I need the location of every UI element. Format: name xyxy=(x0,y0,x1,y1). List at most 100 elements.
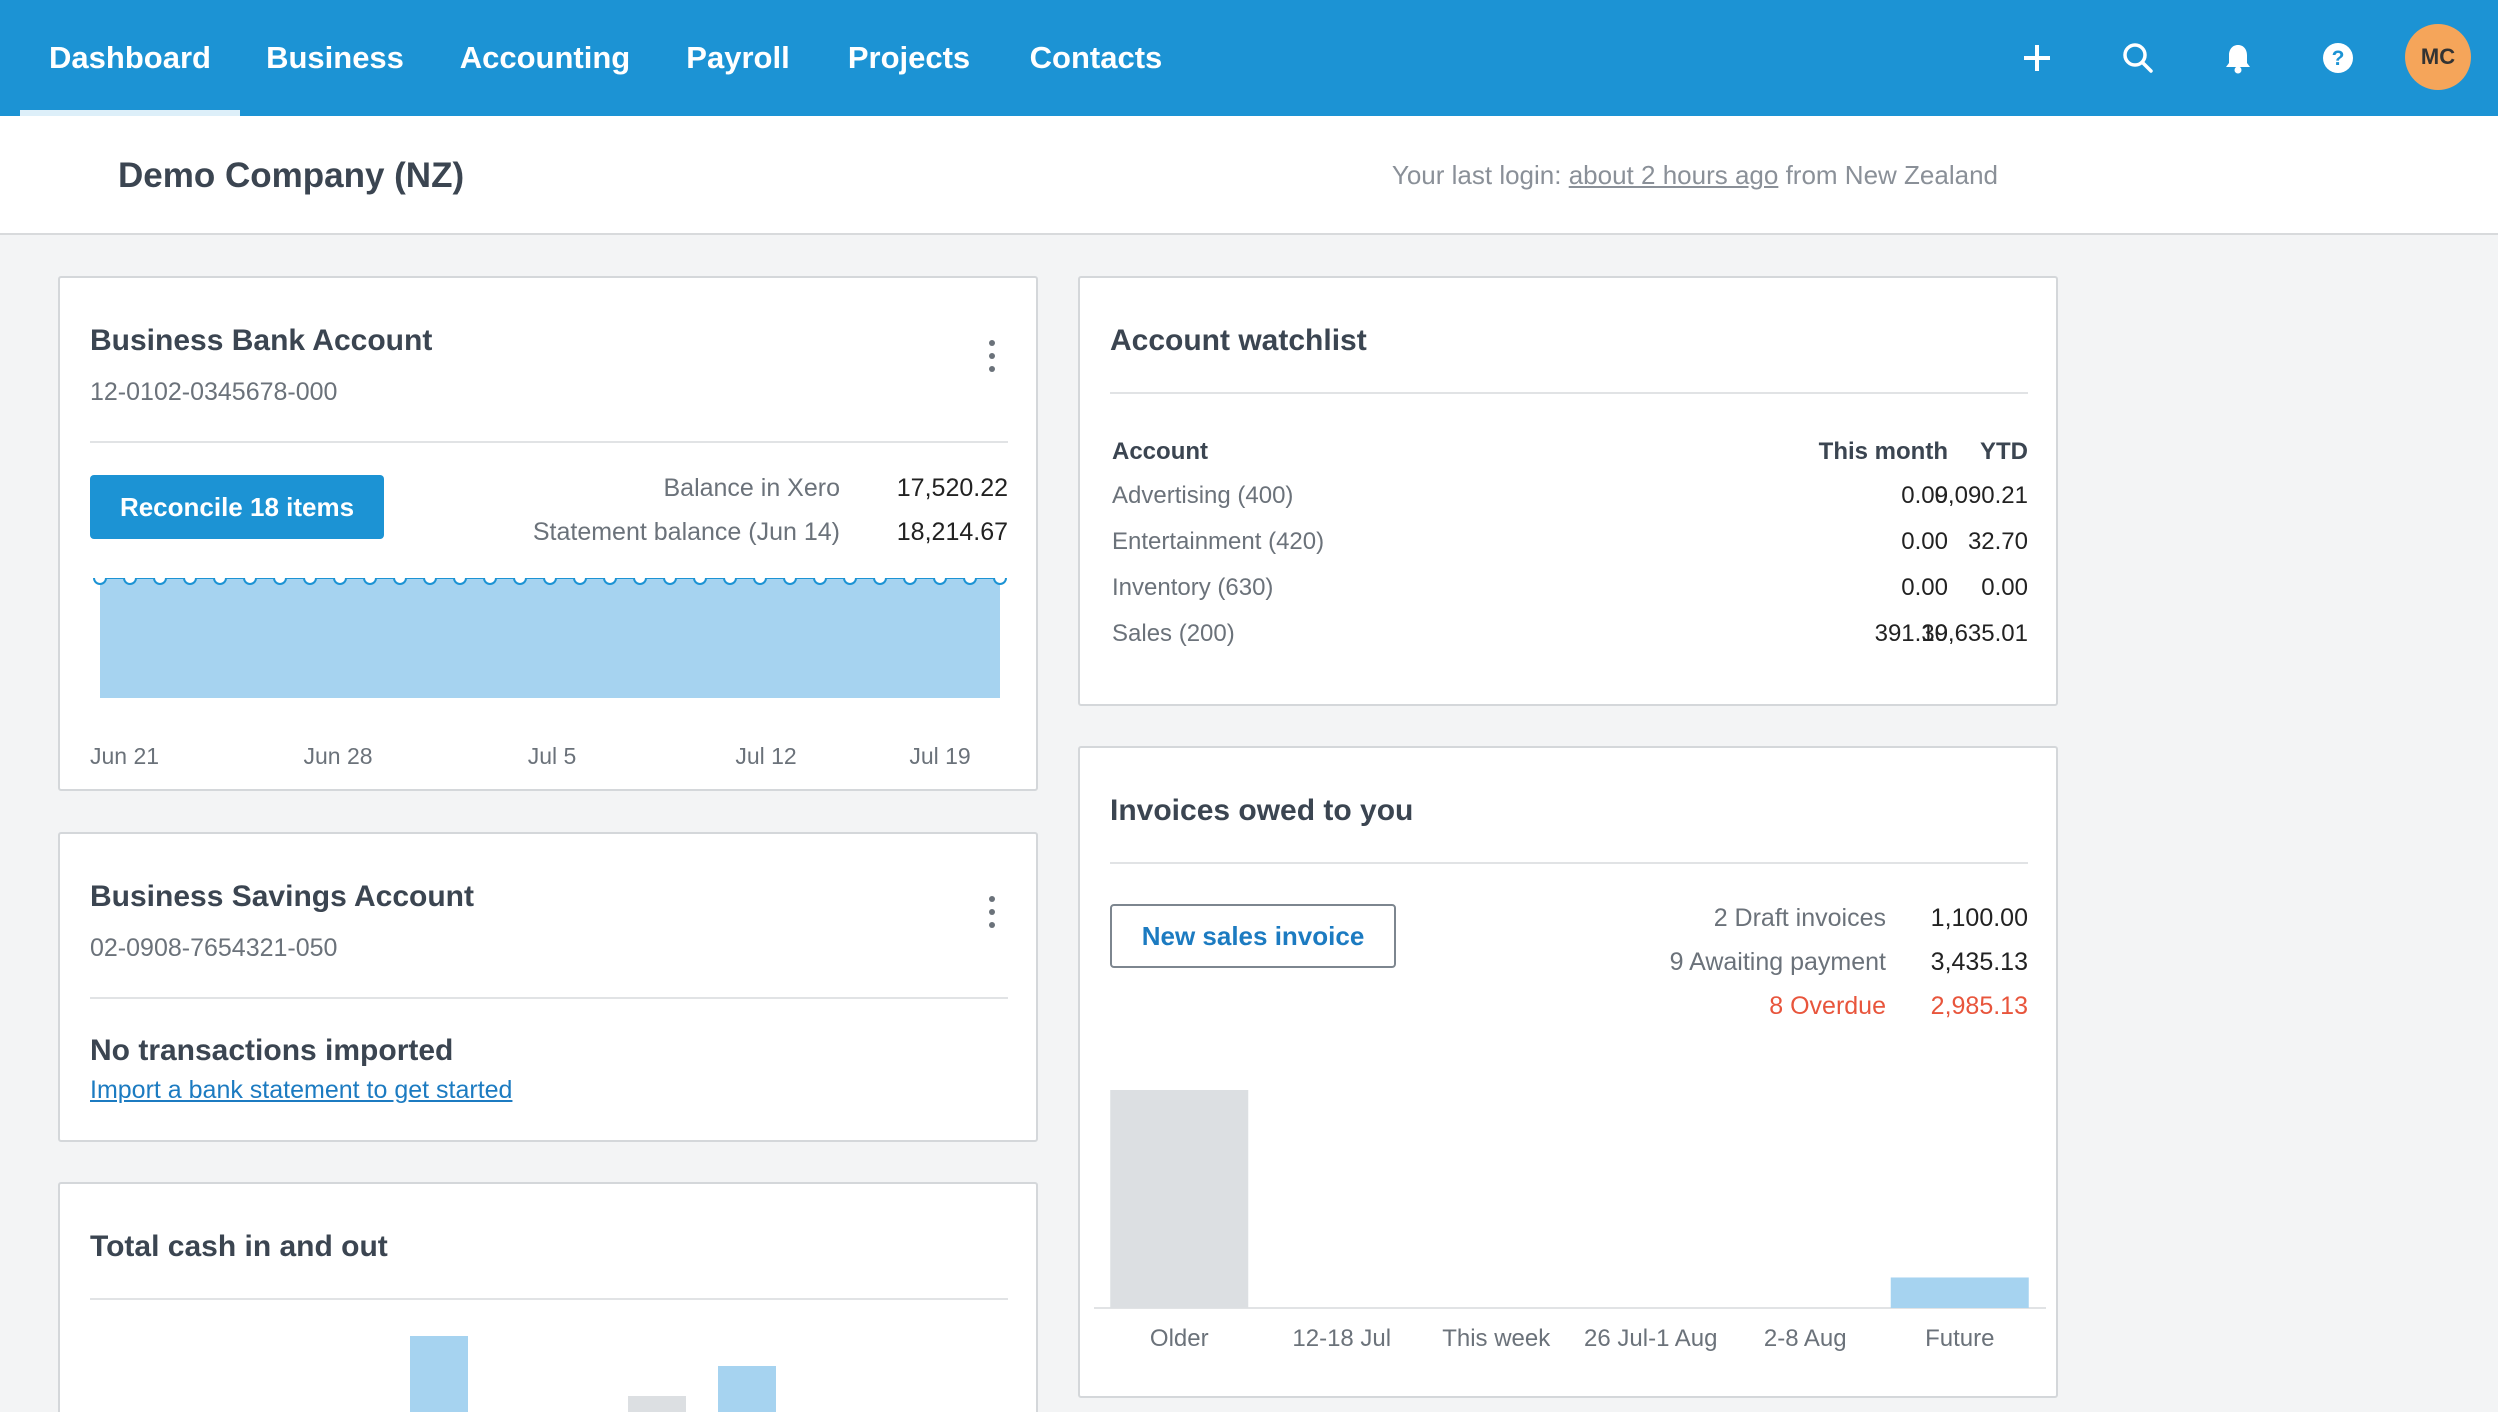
import-statement-link[interactable]: Import a bank statement to get started xyxy=(90,1076,513,1104)
balance-point xyxy=(303,578,317,585)
tab-payroll[interactable]: Payroll xyxy=(686,40,790,75)
total-cash-card: Total cash in and out xyxy=(58,1182,1038,1412)
category-label: 12-18 Jul xyxy=(1292,1325,1391,1352)
more-options-icon[interactable] xyxy=(982,340,1002,380)
balance-point xyxy=(243,578,257,585)
balance-point xyxy=(963,578,977,585)
top-navigation-bar: Dashboard Business Accounting Payroll Pr… xyxy=(0,0,2498,116)
more-options-icon[interactable] xyxy=(982,896,1002,936)
plus-icon[interactable] xyxy=(2012,33,2062,83)
balance-point xyxy=(93,578,107,585)
bank-account-title[interactable]: Business Bank Account xyxy=(90,324,433,357)
reconcile-button[interactable]: Reconcile 18 items xyxy=(90,475,384,539)
balance-point xyxy=(453,578,467,585)
divider xyxy=(90,441,1008,443)
awaiting-payment-link[interactable]: 9 Awaiting payment xyxy=(1669,948,1886,976)
draft-invoices-link[interactable]: 2 Draft invoices xyxy=(1713,904,1886,932)
tab-business[interactable]: Business xyxy=(266,40,404,75)
balance-point xyxy=(723,578,737,585)
savings-account-title[interactable]: Business Savings Account xyxy=(90,880,474,913)
watchlist-this-month: 0.00 xyxy=(1901,482,1948,509)
bell-icon[interactable] xyxy=(2213,33,2263,83)
tab-contacts[interactable]: Contacts xyxy=(1029,40,1163,75)
statement-balance-value: 18,214.67 xyxy=(896,518,1008,546)
divider xyxy=(1110,862,2028,864)
balance-point xyxy=(153,578,167,585)
category-label: Older xyxy=(1150,1325,1209,1352)
balance-point xyxy=(513,578,527,585)
user-avatar[interactable]: MC xyxy=(2405,24,2471,90)
balance-point xyxy=(993,578,1007,585)
x-tick-label: Jul 12 xyxy=(735,743,796,769)
balance-point xyxy=(483,578,497,585)
watchlist-account-link[interactable]: Entertainment (420) xyxy=(1112,528,1325,555)
balance-point xyxy=(363,578,377,585)
watchlist-ytd: 32.70 xyxy=(1967,528,2028,555)
x-tick-label: Jul 5 xyxy=(528,743,577,769)
balance-point xyxy=(663,578,677,585)
category-label: Future xyxy=(1925,1325,1994,1352)
watchlist-ytd: 0.00 xyxy=(1981,574,2028,601)
overdue-value: 2,985.13 xyxy=(1930,992,2028,1020)
balance-point xyxy=(213,578,227,585)
balance-point xyxy=(333,578,347,585)
overdue-link[interactable]: 8 Overdue xyxy=(1769,992,1886,1020)
watchlist-account-link[interactable]: Advertising (400) xyxy=(1112,482,1294,509)
awaiting-payment-value: 3,435.13 xyxy=(1930,948,2028,976)
watchlist-this-month: 0.00 xyxy=(1901,574,1948,601)
invoice-bar[interactable] xyxy=(1890,1277,2029,1308)
divider xyxy=(1110,392,2028,394)
tab-dashboard[interactable]: Dashboard xyxy=(20,0,240,116)
balance-point xyxy=(573,578,587,585)
column-header-this-month: This month xyxy=(1818,438,1948,465)
category-label: 2-8 Aug xyxy=(1764,1325,1847,1352)
balance-xero-label: Balance in Xero xyxy=(663,474,840,502)
no-transactions-heading: No transactions imported xyxy=(90,1034,454,1067)
tab-projects[interactable]: Projects xyxy=(847,40,971,75)
balance-point xyxy=(273,578,287,585)
balance-point xyxy=(813,578,827,585)
savings-account-card: Business Savings Account 02-0908-7654321… xyxy=(58,832,1038,1142)
search-icon[interactable] xyxy=(2113,33,2163,83)
balance-point xyxy=(873,578,887,585)
savings-account-number: 02-0908-7654321-050 xyxy=(90,934,338,962)
draft-invoices-value: 1,100.00 xyxy=(1930,904,2028,932)
invoices-title[interactable]: Invoices owed to you xyxy=(1110,794,1414,827)
balance-point xyxy=(543,578,557,585)
balance-point xyxy=(783,578,797,585)
divider xyxy=(90,1298,1008,1300)
watchlist-account-link[interactable]: Inventory (630) xyxy=(1112,574,1274,601)
balance-point xyxy=(123,578,137,585)
help-icon[interactable]: ? xyxy=(2313,33,2363,83)
balance-area xyxy=(100,578,1000,698)
category-label: 26 Jul-1 Aug xyxy=(1584,1325,1717,1352)
company-name[interactable]: Demo Company (NZ) xyxy=(118,156,465,195)
watchlist-ytd: 9,090.21 xyxy=(1934,482,2028,509)
x-tick-label: Jul 19 xyxy=(909,743,970,769)
balance-xero-value: 17,520.22 xyxy=(896,474,1008,502)
invoices-owed-card: Invoices owed to you New sales invoice 2… xyxy=(1078,746,2058,1398)
balance-point xyxy=(393,578,407,585)
last-login-link[interactable]: about 2 hours ago xyxy=(1568,160,1779,190)
last-login-suffix: from New Zealand xyxy=(1785,160,1998,190)
watchlist-account-link[interactable]: Sales (200) xyxy=(1112,620,1235,647)
bank-balance-chart: Jun 21 Jun 28 Jul 5 Jul 12 Jul 19 xyxy=(90,578,1007,769)
bank-account-card: Business Bank Account 12-0102-0345678-00… xyxy=(58,276,1038,791)
x-tick-label: Jun 21 xyxy=(90,743,159,769)
watchlist-title[interactable]: Account watchlist xyxy=(1110,324,1367,357)
new-sales-invoice-button[interactable]: New sales invoice xyxy=(1110,904,1396,968)
last-login-prefix: Your last login: xyxy=(1391,160,1562,190)
balance-point xyxy=(753,578,767,585)
balance-point xyxy=(843,578,857,585)
tab-accounting[interactable]: Accounting xyxy=(459,40,631,75)
total-cash-title[interactable]: Total cash in and out xyxy=(90,1230,388,1263)
invoices-aging-chart: Older 12-18 Jul This week 26 Jul-1 Aug 2-8 A… xyxy=(1094,1090,2046,1352)
balance-point xyxy=(603,578,617,585)
balance-point xyxy=(633,578,647,585)
divider xyxy=(90,997,1008,999)
statement-balance-label: Statement balance (Jun 14) xyxy=(532,518,840,546)
balance-point xyxy=(183,578,197,585)
watchlist-ytd: 19,635.01 xyxy=(1921,620,2028,647)
invoice-bar[interactable] xyxy=(1110,1090,1249,1308)
cash-bar xyxy=(718,1366,776,1412)
